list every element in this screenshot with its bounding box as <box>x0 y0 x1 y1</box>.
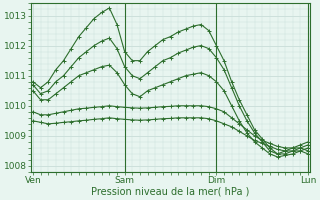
X-axis label: Pression niveau de la mer( hPa ): Pression niveau de la mer( hPa ) <box>91 187 250 197</box>
